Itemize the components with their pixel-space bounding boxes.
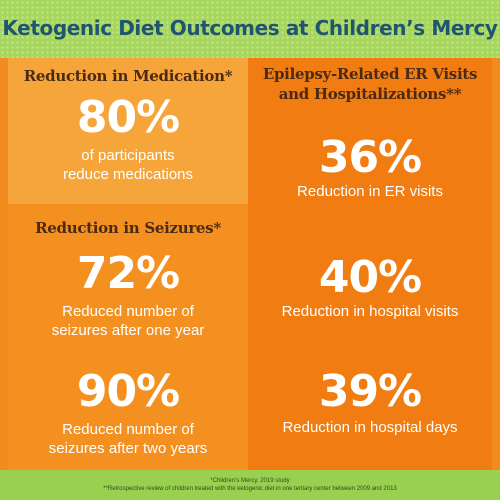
er-visits-stat: 36% [318,132,422,183]
seizures-two-years-desc-line2: seizures after two years [48,440,208,457]
hospital-days-stat: 39% [318,366,422,417]
seizures-one-year-desc-line2: seizures after one year [51,322,205,339]
medication-heading: Reduction in Medication* [23,67,233,85]
epilepsy-panel: Epilepsy-Related ER Visits and Hospitali… [248,58,492,470]
seizures-heading: Reduction in Seizures* [35,219,221,237]
seizures-panel: Reduction in Seizures* 72% Reduced numbe… [8,204,248,470]
seizures-one-year-desc-line1: Reduced number of [62,303,194,320]
seizures-one-year-stat: 72% [76,248,180,299]
page-title: Ketogenic Diet Outcomes at Children’s Me… [2,16,498,40]
footer: *Children’s Mercy, 2019 study **Retrospe… [0,470,500,500]
seizures-two-years-stat: 90% [76,366,180,417]
medication-stat: 80% [76,92,180,143]
header-banner: Ketogenic Diet Outcomes at Children’s Me… [0,0,500,58]
epilepsy-heading-line2: and Hospitalizations** [278,85,462,103]
footnote-2: **Retrospective review of children treat… [103,486,397,492]
medication-panel: Reduction in Medication* 80% of particip… [8,58,248,204]
medication-desc-line2: reduce medications [62,166,194,183]
medication-desc-line1: of participants [81,147,175,164]
footnote-1: *Children’s Mercy, 2019 study [210,478,290,484]
er-visits-desc: Reduction in ER visits [297,183,443,200]
seizures-two-years-desc-line1: Reduced number of [62,421,194,438]
hospital-days-desc: Reduction in hospital days [282,419,458,436]
hospital-visits-desc: Reduction in hospital visits [281,303,459,320]
epilepsy-heading-line1: Epilepsy-Related ER Visits [262,65,478,83]
hospital-visits-stat: 40% [318,252,422,303]
